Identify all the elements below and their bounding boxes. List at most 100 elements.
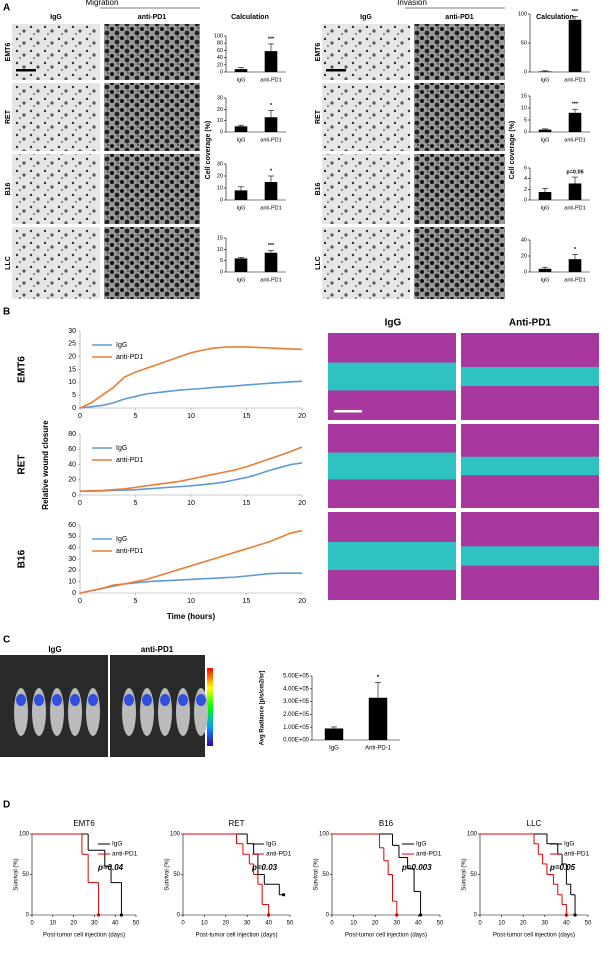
x-tick-label: 40: [265, 921, 272, 927]
y-tick-label: 2.00E+05: [283, 712, 310, 718]
x-tick-label: 30: [393, 921, 400, 927]
y-tick-label: 0: [220, 197, 223, 203]
x-tick-label: anti-PD1: [564, 137, 585, 143]
legend-label: anti-PD1: [416, 851, 442, 858]
column-label: Calculation: [231, 14, 269, 21]
column-label: Calculation: [536, 14, 574, 21]
y-tick-label: 0: [72, 405, 76, 412]
y-tick-label: 100: [170, 832, 181, 838]
x-tick-label: 20: [70, 921, 77, 927]
x-tick-label: IgG: [237, 205, 246, 211]
line: [79, 446, 303, 492]
annotation: *: [270, 168, 273, 174]
column-label: anti-PD1: [445, 14, 474, 21]
x-axis-label: Post-tumor cell injection (days): [195, 933, 277, 939]
signal: [160, 694, 170, 706]
y-tick-label: 3.00E+05: [283, 699, 310, 705]
scale-bar: [326, 69, 346, 72]
x-tick-label: 50: [585, 921, 592, 927]
y-tick-label: 40: [68, 461, 76, 468]
bar: [234, 258, 248, 272]
y-tick-label: 6: [524, 165, 527, 171]
y-tick-label: 15: [68, 366, 76, 373]
x-tick-label: 5: [134, 500, 138, 507]
signal: [16, 694, 26, 706]
wound-gap: [328, 452, 456, 480]
wound-gap: [461, 456, 599, 476]
y-tick-label: 5: [72, 392, 76, 399]
y-tick-label: 1.00E+05: [283, 725, 310, 731]
y-tick-label: 10: [68, 379, 76, 386]
y-tick-label: 0: [220, 69, 223, 75]
y-axis-label: Survival (%): [14, 858, 20, 890]
legend-label: anti-PD1: [116, 548, 143, 555]
x-tick-label: 0: [30, 921, 34, 927]
y-tick-label: 0: [220, 129, 223, 135]
x-tick-label: 20: [298, 500, 306, 507]
bar: [264, 252, 278, 272]
y-tick-label: 5: [220, 258, 223, 264]
section-title: Migration: [86, 0, 119, 7]
y-axis-label: Cell coverage (%): [205, 121, 212, 179]
annotation: p=0.03: [251, 863, 278, 872]
y-tick-label: 0: [72, 590, 76, 597]
x-tick-label: 0: [478, 921, 482, 927]
y-tick-label: 15: [217, 235, 223, 241]
line: [79, 529, 303, 594]
x-tick-label: 0: [330, 921, 334, 927]
bar: [264, 182, 278, 200]
x-tick-label: anti-PD1: [564, 77, 585, 83]
signal: [142, 694, 152, 706]
x-tick-label: 10: [187, 598, 195, 605]
signal: [124, 694, 134, 706]
y-tick-label: 10: [217, 185, 223, 191]
section-title: Invasion: [397, 0, 427, 7]
y-tick-label: 0.00E+00: [283, 738, 310, 744]
x-tick-label: 10: [201, 921, 208, 927]
x-tick-label: 30: [541, 921, 548, 927]
x-tick-label: IgG: [237, 77, 246, 83]
row-label: EMT6: [315, 43, 322, 62]
x-axis-label: Post-tumor cell injection (days): [43, 933, 125, 939]
y-tick-label: 50: [173, 872, 180, 878]
row-label: RET: [17, 455, 28, 475]
x-tick-label: 0: [78, 598, 82, 605]
annotation: p=0.003: [401, 863, 432, 872]
y-axis-label: Survival (%): [314, 858, 320, 890]
y-tick-label: 30: [217, 161, 223, 167]
x-tick-label: IgG: [541, 277, 550, 283]
x-tick-label: anti-PD1: [564, 277, 585, 283]
x-tick-label: 15: [243, 500, 251, 507]
annotation: ***: [268, 243, 275, 249]
x-tick-label: 10: [498, 921, 505, 927]
x-tick-label: 20: [298, 598, 306, 605]
bar: [538, 71, 552, 72]
legend-label: anti-PD1: [116, 354, 143, 361]
x-tick-label: 10: [187, 413, 195, 420]
y-tick-label: 40: [217, 55, 223, 61]
y-tick-label: 20: [217, 62, 223, 68]
scale-bar: [16, 69, 36, 72]
survival-end: [96, 913, 101, 917]
y-tick-label: 30: [68, 328, 76, 335]
y-tick-label: 4.00E+05: [283, 686, 310, 692]
y-tick-label: 20: [68, 354, 76, 361]
micrograph: [104, 83, 200, 151]
x-tick-label: IgG: [237, 277, 246, 283]
bar: [264, 51, 278, 72]
x-tick-label: 30: [244, 921, 251, 927]
y-tick-label: 0: [326, 913, 330, 919]
legend-label: anti-PD1: [112, 851, 138, 858]
y-tick-label: 10: [217, 118, 223, 124]
bar: [234, 126, 248, 132]
row-label: B16: [17, 549, 28, 568]
y-tick-label: 100: [214, 33, 223, 39]
legend-label: anti-PD1: [266, 851, 292, 858]
x-tick-label: 5: [134, 598, 138, 605]
bar: [234, 69, 248, 72]
x-tick-label: Anti-PD-1: [365, 746, 392, 752]
x-tick-label: 20: [298, 413, 306, 420]
x-tick-label: 10: [49, 921, 56, 927]
x-tick-label: 20: [372, 921, 379, 927]
signal: [88, 694, 98, 706]
